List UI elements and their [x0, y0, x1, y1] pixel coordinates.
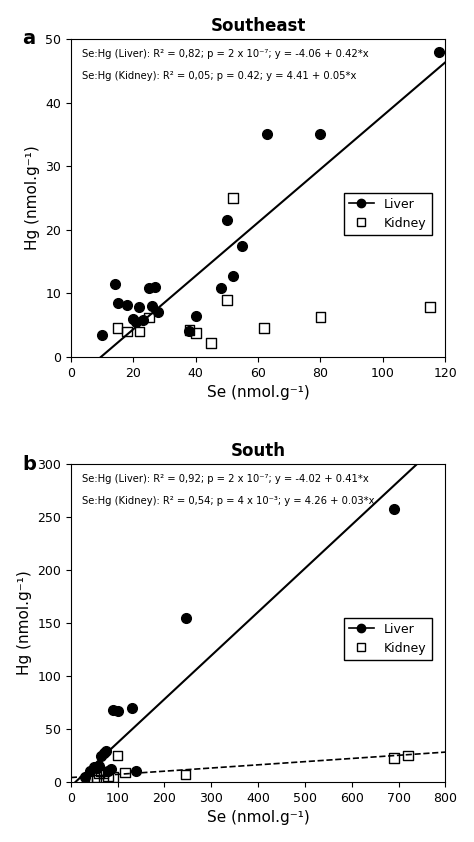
- Point: [114, 749, 121, 762]
- Point: [182, 768, 189, 781]
- Point: [98, 328, 106, 341]
- Point: [223, 293, 231, 306]
- Text: a: a: [22, 29, 35, 49]
- Point: [86, 765, 93, 778]
- Point: [123, 298, 131, 312]
- Point: [98, 765, 105, 778]
- Text: Se:Hg (Kidney): R² = 0,05; p = 0.42; y = 4.41 + 0.05*x: Se:Hg (Kidney): R² = 0,05; p = 0.42; y =…: [82, 71, 356, 81]
- Text: b: b: [22, 455, 36, 474]
- Point: [145, 281, 153, 295]
- Point: [223, 214, 231, 227]
- Point: [136, 325, 143, 338]
- Point: [186, 323, 193, 337]
- Y-axis label: Hg (nmol.g⁻¹): Hg (nmol.g⁻¹): [17, 571, 32, 675]
- Point: [109, 703, 117, 717]
- Point: [133, 315, 140, 328]
- Point: [100, 747, 108, 760]
- Point: [102, 744, 109, 758]
- Point: [148, 299, 156, 312]
- Point: [128, 701, 136, 715]
- Point: [435, 45, 443, 58]
- Point: [123, 325, 131, 338]
- Point: [229, 191, 237, 205]
- Point: [95, 767, 103, 781]
- Point: [111, 277, 118, 290]
- Point: [104, 769, 112, 782]
- Text: Se:Hg (Liver): R² = 0,82; p = 2 x 10⁻⁷; y = -4.06 + 0.42*x: Se:Hg (Liver): R² = 0,82; p = 2 x 10⁻⁷; …: [82, 49, 369, 59]
- Point: [109, 770, 117, 784]
- Point: [404, 749, 412, 762]
- Title: South: South: [230, 442, 285, 460]
- Point: [136, 301, 143, 314]
- Point: [182, 611, 189, 625]
- Text: Se:Hg (Kidney): R² = 0,54; p = 4 x 10⁻³; y = 4.26 + 0.03*x: Se:Hg (Kidney): R² = 0,54; p = 4 x 10⁻³;…: [82, 496, 374, 506]
- Point: [239, 239, 246, 253]
- X-axis label: Se (nmol.g⁻¹): Se (nmol.g⁻¹): [207, 810, 310, 825]
- Point: [317, 128, 324, 141]
- Point: [98, 749, 105, 762]
- Point: [104, 765, 112, 778]
- Y-axis label: Hg (nmol.g⁻¹): Hg (nmol.g⁻¹): [25, 146, 39, 250]
- Point: [390, 751, 398, 765]
- Legend: Liver, Kidney: Liver, Kidney: [344, 618, 432, 660]
- Point: [114, 322, 121, 335]
- Point: [192, 309, 200, 322]
- Point: [229, 269, 237, 282]
- Point: [139, 313, 146, 327]
- Point: [208, 336, 215, 349]
- Point: [93, 770, 100, 784]
- Point: [192, 326, 200, 339]
- X-axis label: Se (nmol.g⁻¹): Se (nmol.g⁻¹): [207, 385, 310, 400]
- Point: [91, 773, 98, 786]
- Point: [129, 312, 137, 326]
- Point: [390, 502, 398, 515]
- Point: [145, 311, 153, 324]
- Point: [186, 325, 193, 338]
- Title: Southeast: Southeast: [210, 17, 306, 35]
- Point: [95, 759, 103, 773]
- Point: [151, 280, 159, 294]
- Point: [114, 704, 121, 717]
- Point: [114, 296, 121, 310]
- Point: [83, 772, 91, 786]
- Point: [100, 767, 108, 781]
- Point: [155, 306, 162, 319]
- Point: [121, 765, 128, 779]
- Point: [217, 281, 224, 295]
- Point: [93, 761, 100, 775]
- Point: [81, 770, 89, 784]
- Legend: Liver, Kidney: Liver, Kidney: [344, 193, 432, 235]
- Point: [107, 763, 114, 776]
- Text: Se:Hg (Liver): R² = 0,92; p = 2 x 10⁻⁷; y = -4.02 + 0.41*x: Se:Hg (Liver): R² = 0,92; p = 2 x 10⁻⁷; …: [82, 474, 369, 483]
- Point: [426, 301, 434, 314]
- Point: [264, 128, 271, 141]
- Point: [317, 310, 324, 323]
- Point: [261, 322, 268, 335]
- Point: [133, 765, 140, 778]
- Point: [91, 760, 98, 774]
